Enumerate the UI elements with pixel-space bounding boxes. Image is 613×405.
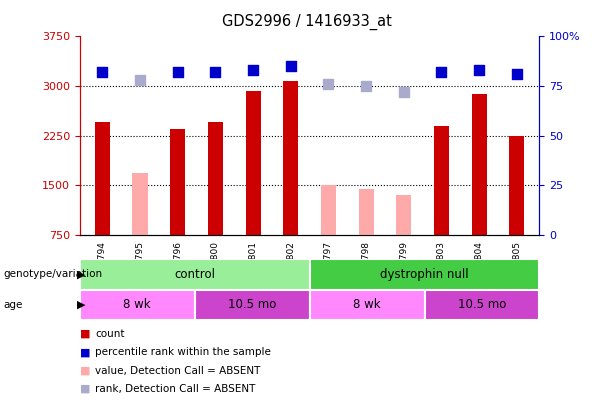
Text: ■: ■ [80,366,90,375]
Bar [434,126,449,235]
Bar [321,185,336,235]
Bar [80,259,310,290]
Point [97,69,107,75]
Point [361,83,371,90]
Bar [424,290,539,320]
Bar [195,290,310,320]
Point [512,71,522,77]
Bar [396,195,411,235]
Point [399,89,409,95]
Point [173,69,183,75]
Text: 10.5 mo: 10.5 mo [458,298,506,311]
Text: count: count [95,329,124,339]
Point [135,77,145,83]
Text: control: control [174,268,215,281]
Bar [245,92,261,235]
Bar [95,122,110,235]
Bar [80,290,195,320]
Bar [471,94,487,235]
Point [324,81,333,87]
Text: age: age [3,300,23,310]
Bar [283,81,299,235]
Text: ■: ■ [80,384,90,394]
Text: GDS2996 / 1416933_at: GDS2996 / 1416933_at [221,14,392,30]
Text: genotype/variation: genotype/variation [3,269,102,279]
Bar [208,122,223,235]
Text: 10.5 mo: 10.5 mo [228,298,276,311]
Text: dystrophin null: dystrophin null [380,268,469,281]
Text: 8 wk: 8 wk [123,298,151,311]
Text: value, Detection Call = ABSENT: value, Detection Call = ABSENT [95,366,261,375]
Bar [132,173,148,235]
Point [436,69,446,75]
Bar [509,136,524,235]
Bar [170,129,185,235]
Bar [359,189,374,235]
Text: percentile rank within the sample: percentile rank within the sample [95,347,271,357]
Point [286,63,295,70]
Text: 8 wk: 8 wk [353,298,381,311]
Text: ■: ■ [80,329,90,339]
Bar [310,259,539,290]
Text: ▶: ▶ [77,300,86,310]
Text: ■: ■ [80,347,90,357]
Text: ▶: ▶ [77,269,86,279]
Point [210,69,220,75]
Text: rank, Detection Call = ABSENT: rank, Detection Call = ABSENT [95,384,256,394]
Point [474,67,484,73]
Bar [310,290,424,320]
Point [248,67,258,73]
